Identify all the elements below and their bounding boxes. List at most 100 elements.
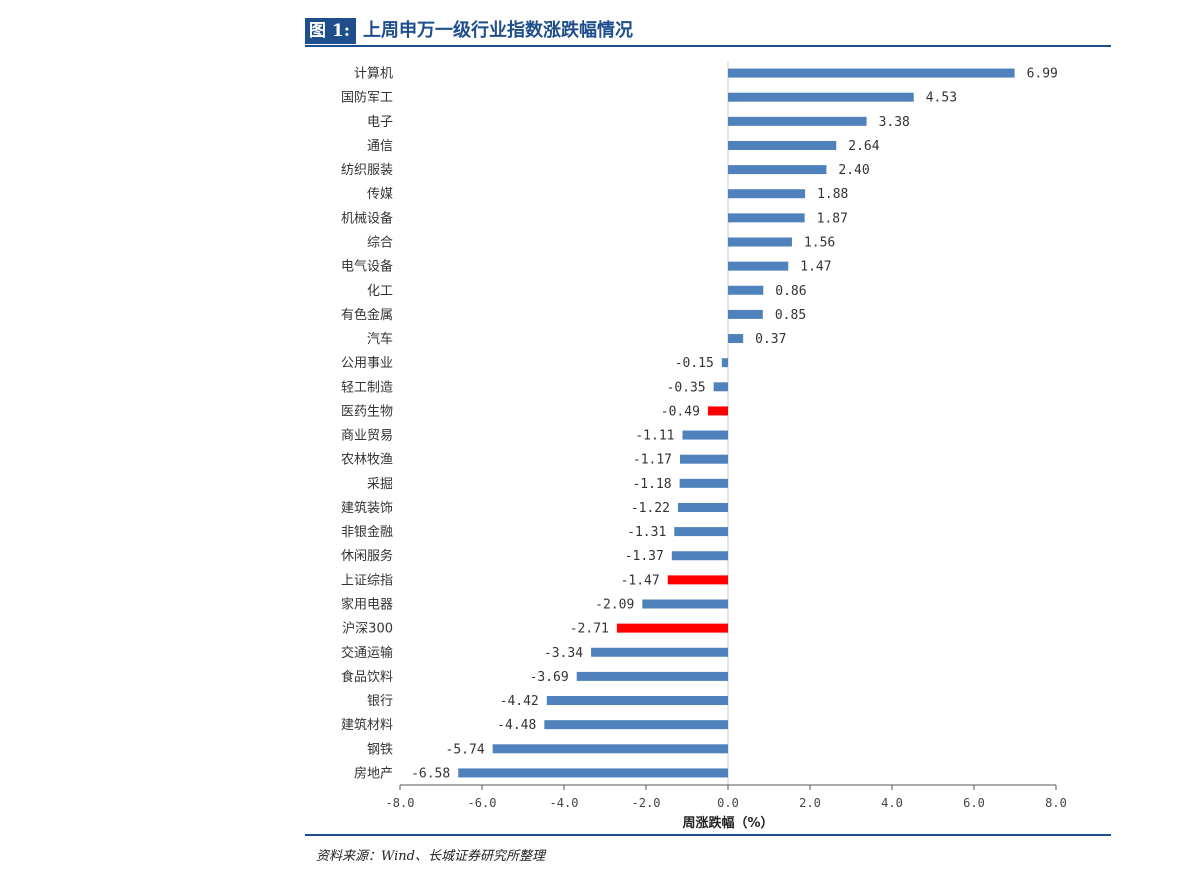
x-tick-label: 6.0 (963, 796, 985, 810)
category-label: 食品饮料 (341, 669, 393, 685)
bar (674, 527, 728, 537)
category-label: 机械设备 (341, 210, 393, 226)
value-label: -2.71 (570, 622, 609, 637)
bar (667, 575, 728, 585)
bar (616, 623, 728, 633)
value-label: 1.87 (817, 211, 848, 226)
bar (492, 744, 728, 754)
bar (728, 116, 867, 126)
bar (728, 68, 1015, 78)
bar (728, 213, 805, 223)
x-tick-label: 8.0 (1045, 796, 1067, 810)
bar (728, 237, 792, 247)
x-tick-label: -8.0 (386, 796, 415, 810)
value-label: 3.38 (879, 115, 910, 130)
category-label: 传媒 (367, 187, 393, 202)
category-label: 轻工制造 (341, 380, 393, 395)
x-tick-label: 2.0 (799, 796, 821, 810)
value-label: 4.53 (926, 91, 957, 106)
value-label: -5.74 (446, 742, 485, 757)
x-tick-label: -6.0 (468, 796, 497, 810)
value-label: -1.18 (632, 477, 671, 492)
category-label: 非银金融 (341, 524, 393, 540)
category-label: 交通运输 (341, 645, 393, 661)
value-label: -1.11 (635, 429, 674, 444)
x-tick-label: -4.0 (550, 796, 579, 810)
value-label: 0.85 (775, 308, 806, 323)
value-label: -1.47 (621, 573, 660, 588)
category-label: 钢铁 (367, 742, 393, 757)
value-label: -3.34 (544, 646, 583, 661)
value-label: -0.49 (661, 404, 700, 419)
value-label: -1.17 (633, 453, 672, 468)
x-tick-label: 4.0 (881, 796, 903, 810)
category-label: 通信 (367, 139, 393, 154)
category-label: 电气设备 (341, 259, 393, 275)
category-label: 公用事业 (341, 356, 393, 371)
bar (728, 334, 744, 344)
bar (576, 671, 728, 681)
category-label: 家用电器 (341, 597, 393, 613)
category-label: 休闲服务 (341, 548, 393, 564)
header-divider (305, 45, 1111, 47)
bar (679, 478, 728, 488)
bar (728, 92, 914, 102)
bar (728, 285, 764, 295)
category-label: 建筑材料 (341, 717, 393, 733)
value-label: -3.69 (530, 670, 569, 685)
value-label: -0.35 (667, 380, 706, 395)
value-label: 0.86 (775, 284, 806, 299)
category-label: 计算机 (354, 67, 393, 82)
bar (682, 430, 728, 440)
bar (728, 165, 827, 175)
value-label: -6.58 (411, 766, 450, 781)
category-label: 电子 (367, 115, 393, 130)
category-label: 沪深300 (342, 621, 393, 637)
value-label: 0.37 (755, 332, 786, 347)
category-label: 国防军工 (341, 90, 393, 106)
category-label: 纺织服装 (341, 163, 393, 178)
value-label: 6.99 (1027, 67, 1058, 82)
category-label: 银行 (367, 694, 393, 709)
bar (707, 406, 728, 416)
category-label: 综合 (367, 236, 393, 251)
category-label: 上证综指 (341, 573, 393, 588)
category-label: 汽车 (367, 331, 393, 347)
value-label: 1.47 (800, 260, 831, 275)
value-label: -4.42 (500, 694, 539, 709)
figure-number-badge: 图 1: (305, 18, 357, 44)
value-label: -4.48 (497, 718, 536, 733)
value-label: 2.64 (848, 139, 879, 154)
bar (728, 261, 789, 271)
bar (591, 647, 728, 657)
bar (642, 599, 728, 609)
bar (728, 309, 763, 319)
category-label: 有色金属 (341, 307, 393, 323)
value-label: -1.22 (631, 501, 670, 516)
bar (677, 502, 728, 512)
bar (721, 358, 728, 368)
bar (680, 454, 728, 464)
category-label: 房地产 (354, 765, 393, 781)
value-label: 1.56 (804, 236, 835, 251)
bar (671, 551, 728, 561)
footer-divider (305, 834, 1111, 836)
bar (458, 768, 728, 778)
x-tick-label: 0.0 (717, 796, 739, 810)
category-label: 化工 (367, 284, 393, 299)
x-axis-title: 周涨跌幅（%） (682, 815, 773, 831)
value-label: -1.31 (627, 525, 666, 540)
category-label: 商业贸易 (341, 429, 393, 444)
category-label: 农林牧渔 (341, 453, 393, 468)
bar (713, 382, 728, 392)
category-label: 建筑装饰 (341, 500, 393, 516)
bar (728, 140, 837, 150)
value-label: 2.40 (838, 163, 869, 178)
bar (544, 720, 728, 730)
value-label: -0.15 (675, 356, 714, 371)
figure-header: 图 1: 上周申万一级行业指数涨跌幅情况 (305, 18, 1111, 46)
figure-title: 上周申万一级行业指数涨跌幅情况 (363, 20, 633, 41)
category-label: 采掘 (367, 477, 393, 492)
value-label: -1.37 (625, 549, 664, 564)
